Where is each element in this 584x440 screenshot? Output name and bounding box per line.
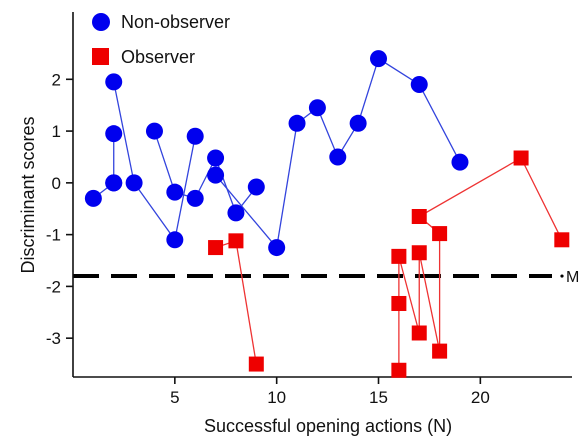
x-axis-title: Successful opening actions (N): [204, 416, 452, 436]
y-tick-label: -2: [46, 277, 61, 296]
non-observer-point: [105, 125, 123, 143]
observer-point: [432, 343, 448, 359]
x-tick-label: 5: [170, 388, 179, 407]
non-observer-point: [207, 166, 225, 184]
non-observer-point: [125, 174, 143, 192]
axes-layer: [72, 12, 572, 378]
x-tick-label: 15: [369, 388, 388, 407]
non-observer-point: [145, 122, 163, 140]
non-observer-line: [153, 130, 257, 215]
non-observer-point: [186, 189, 204, 207]
observer-point: [513, 150, 529, 166]
non-observer-point: [268, 239, 286, 257]
observer-line: [215, 239, 257, 365]
non-observer-point: [329, 148, 347, 166]
legend: Non-observer Observer: [92, 12, 230, 67]
non-observer-point: [105, 73, 123, 91]
non-observer-point: [451, 153, 469, 171]
observer-point: [411, 325, 427, 341]
observer-point: [391, 295, 407, 311]
non-observer-point: [410, 75, 428, 93]
non-observer-point: [308, 99, 326, 117]
threshold-layer: M: [73, 269, 579, 286]
non-observer-point: [370, 50, 388, 68]
non-observer-point: [84, 189, 102, 207]
non-observer-point: [166, 183, 184, 201]
y-tick-label: 1: [52, 122, 61, 141]
observer-point: [391, 248, 407, 264]
x-tick-label: 10: [267, 388, 286, 407]
y-tick-label: 0: [52, 174, 61, 193]
y-axis-title: Discriminant scores: [18, 116, 38, 273]
observer-point: [554, 232, 570, 248]
observer-line: [398, 157, 563, 371]
series-lines: [92, 57, 563, 371]
x-tick-label: 20: [471, 388, 490, 407]
observer-point: [208, 240, 224, 256]
legend-label-observer: Observer: [121, 47, 195, 67]
observer-point: [411, 245, 427, 261]
non-observer-point: [166, 231, 184, 249]
observer-point: [411, 209, 427, 225]
observer-point: [248, 356, 264, 372]
series-layer: [84, 50, 570, 378]
non-observer-point: [105, 174, 123, 192]
non-observer-point: [207, 149, 225, 167]
legend-label-non-observer: Non-observer: [121, 12, 230, 32]
non-observer-line: [113, 81, 196, 242]
non-observer-point: [247, 178, 265, 196]
observer-point: [391, 362, 407, 378]
threshold-label: M: [566, 269, 579, 286]
legend-marker-non-observer: [92, 13, 110, 31]
observer-point: [228, 233, 244, 249]
observer-point: [432, 226, 448, 242]
non-observer-point: [288, 114, 306, 132]
non-observer-point: [349, 114, 367, 132]
threshold-dot: [560, 274, 564, 278]
series-markers: [84, 50, 570, 378]
y-tick-label: 2: [52, 70, 61, 89]
non-observer-point: [227, 204, 245, 222]
y-tick-label: -1: [46, 226, 61, 245]
non-observer-point: [186, 127, 204, 145]
legend-marker-observer: [92, 48, 109, 65]
y-tick-label: -3: [46, 329, 61, 348]
